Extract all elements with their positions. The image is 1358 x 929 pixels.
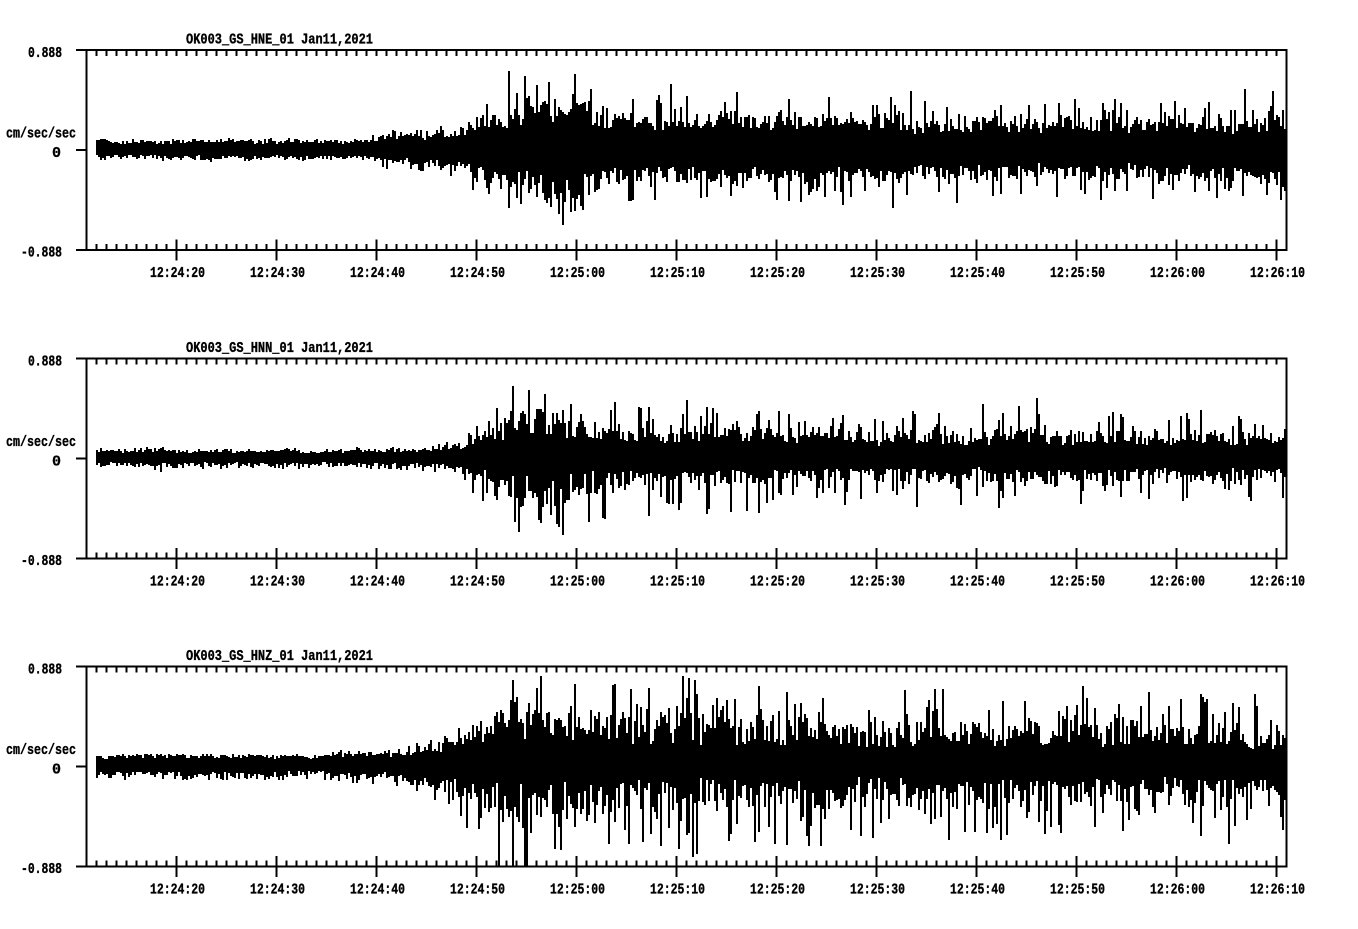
svg-text:12:25:20: 12:25:20 xyxy=(750,882,805,899)
svg-text:0.888: 0.888 xyxy=(28,45,62,62)
svg-text:12:24:30: 12:24:30 xyxy=(250,265,305,282)
svg-text:OK003_GS_HNZ_01 Jan11,2021: OK003_GS_HNZ_01 Jan11,2021 xyxy=(186,648,373,665)
svg-text:0: 0 xyxy=(52,762,61,779)
svg-text:0.888: 0.888 xyxy=(28,662,62,679)
svg-text:12:25:00: 12:25:00 xyxy=(550,265,605,282)
svg-text:12:25:20: 12:25:20 xyxy=(750,574,805,591)
svg-text:12:26:00: 12:26:00 xyxy=(1150,265,1205,282)
svg-text:12:25:10: 12:25:10 xyxy=(650,265,705,282)
svg-text:12:24:50: 12:24:50 xyxy=(450,265,505,282)
svg-text:12:25:00: 12:25:00 xyxy=(550,882,605,899)
svg-text:0.888: 0.888 xyxy=(28,354,62,371)
svg-text:12:25:40: 12:25:40 xyxy=(950,882,1005,899)
svg-text:-0.888: -0.888 xyxy=(21,861,62,878)
svg-text:12:25:10: 12:25:10 xyxy=(650,882,705,899)
svg-text:12:25:30: 12:25:30 xyxy=(850,265,905,282)
svg-text:12:26:10: 12:26:10 xyxy=(1250,882,1305,899)
svg-text:12:25:40: 12:25:40 xyxy=(950,265,1005,282)
svg-text:12:26:00: 12:26:00 xyxy=(1150,574,1205,591)
svg-text:OK003_GS_HNN_01 Jan11,2021: OK003_GS_HNN_01 Jan11,2021 xyxy=(186,340,373,357)
svg-text:12:24:20: 12:24:20 xyxy=(150,265,205,282)
svg-text:-0.888: -0.888 xyxy=(21,245,62,262)
svg-text:-0.888: -0.888 xyxy=(21,553,62,570)
svg-text:12:24:40: 12:24:40 xyxy=(350,574,405,591)
svg-text:cm/sec/sec: cm/sec/sec xyxy=(6,434,76,451)
svg-text:12:24:50: 12:24:50 xyxy=(450,574,505,591)
svg-text:OK003_GS_HNE_01 Jan11,2021: OK003_GS_HNE_01 Jan11,2021 xyxy=(186,32,373,49)
svg-text:12:25:00: 12:25:00 xyxy=(550,574,605,591)
svg-text:12:24:30: 12:24:30 xyxy=(250,574,305,591)
svg-text:12:25:30: 12:25:30 xyxy=(850,882,905,899)
svg-text:12:24:50: 12:24:50 xyxy=(450,882,505,899)
svg-text:12:24:40: 12:24:40 xyxy=(350,882,405,899)
svg-text:12:26:10: 12:26:10 xyxy=(1250,265,1305,282)
svg-text:12:24:40: 12:24:40 xyxy=(350,265,405,282)
svg-text:cm/sec/sec: cm/sec/sec xyxy=(6,126,76,143)
svg-text:12:26:10: 12:26:10 xyxy=(1250,574,1305,591)
svg-text:cm/sec/sec: cm/sec/sec xyxy=(6,742,76,759)
svg-text:12:24:30: 12:24:30 xyxy=(250,882,305,899)
svg-text:12:25:10: 12:25:10 xyxy=(650,574,705,591)
svg-text:0: 0 xyxy=(52,454,61,471)
svg-text:12:25:50: 12:25:50 xyxy=(1050,265,1105,282)
svg-text:0: 0 xyxy=(52,145,61,162)
svg-text:12:26:00: 12:26:00 xyxy=(1150,882,1205,899)
svg-text:12:25:50: 12:25:50 xyxy=(1050,882,1105,899)
svg-text:12:24:20: 12:24:20 xyxy=(150,574,205,591)
svg-text:12:25:30: 12:25:30 xyxy=(850,574,905,591)
svg-text:12:24:20: 12:24:20 xyxy=(150,882,205,899)
svg-text:12:25:50: 12:25:50 xyxy=(1050,574,1105,591)
svg-text:12:25:20: 12:25:20 xyxy=(750,265,805,282)
svg-text:12:25:40: 12:25:40 xyxy=(950,574,1005,591)
